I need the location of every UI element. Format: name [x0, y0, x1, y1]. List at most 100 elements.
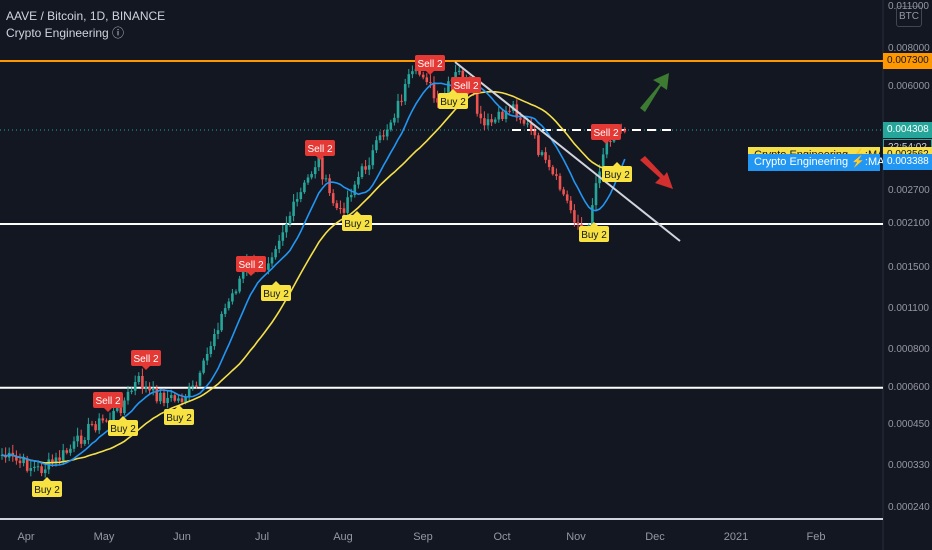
buy-signal-badge: Buy 2 — [108, 416, 138, 436]
symbol-title[interactable]: AAVE / Bitcoin, 1D, BINANCE — [6, 9, 166, 23]
buy-signal-badge: Buy 2 — [261, 281, 291, 301]
candle-body — [238, 278, 241, 292]
signal-label: Buy 2 — [440, 97, 466, 108]
candle-body — [605, 141, 609, 155]
ma20-value-tag: 0.003388 — [883, 154, 932, 171]
candle-body — [299, 192, 303, 200]
signal-badge-bg — [438, 93, 468, 109]
candle-body — [526, 123, 529, 125]
y-tick-label: 0.000800 — [888, 344, 930, 356]
candle-body — [76, 435, 79, 442]
signal-label: Sell 2 — [307, 144, 332, 155]
candle-body — [306, 177, 310, 183]
ma20-legend: Crypto Engineering ⚡:MA20 — [748, 154, 897, 172]
candle-body — [576, 222, 580, 225]
candle-body — [205, 354, 209, 361]
candle-body — [479, 113, 483, 119]
sell-signal-badge: Sell 2 — [415, 55, 445, 75]
candle-body — [328, 178, 331, 194]
candle-body — [544, 152, 547, 160]
x-tick-label: Feb — [806, 531, 826, 543]
candle-body — [475, 93, 479, 114]
x-tick-label: Jul — [254, 531, 270, 543]
candle-body — [411, 71, 414, 75]
candle-body — [227, 301, 231, 309]
candle-body — [490, 119, 493, 123]
candle-body — [353, 184, 357, 196]
signal-badge-bg — [236, 256, 266, 272]
candle-body — [371, 150, 375, 166]
candle-body — [533, 130, 537, 136]
candle-body — [43, 469, 47, 474]
candle-body — [187, 387, 191, 398]
candles-group — [0, 64, 627, 478]
candle-body — [555, 174, 558, 176]
candle-body — [378, 135, 382, 141]
y-tick-label: 0.008000 — [888, 43, 930, 54]
signal-label: Buy 2 — [34, 485, 60, 496]
y-tick-label: 0.001500 — [888, 261, 930, 273]
buy-signal-badge: Buy 2 — [438, 89, 468, 109]
candle-body — [126, 391, 130, 401]
candle-body — [151, 388, 155, 391]
signal-pointer — [272, 281, 280, 285]
candle-body — [115, 405, 119, 411]
sell-signal-badge: Sell 2 — [305, 140, 335, 160]
candle-body — [119, 405, 123, 414]
candle-body — [483, 118, 486, 126]
down-arrow-icon — [640, 156, 673, 189]
x-tick-label: Aug — [333, 531, 353, 543]
candle-body — [547, 159, 551, 168]
candle-body — [123, 400, 126, 414]
signal-badge-bg — [93, 392, 123, 408]
candle-body — [504, 110, 508, 119]
signal-badge-bg — [591, 124, 621, 140]
signal-pointer — [119, 416, 127, 420]
candle-body — [288, 215, 292, 225]
signal-pointer — [316, 156, 324, 160]
candle-body — [619, 129, 623, 131]
candle-body — [486, 119, 490, 126]
candle-body — [565, 194, 569, 201]
currency-label[interactable]: BTC — [896, 6, 922, 27]
candle-body — [447, 81, 450, 95]
y-tick-label: 0.000330 — [888, 460, 930, 471]
candle-body — [33, 466, 36, 469]
candle-body — [389, 122, 393, 130]
candle-body — [310, 174, 313, 178]
candle-body — [429, 82, 432, 84]
candle-body — [601, 154, 605, 172]
candle-body — [234, 291, 238, 294]
sell-signal-badge: Sell 2 — [591, 124, 621, 144]
candle-body — [461, 70, 465, 83]
indicator-title[interactable]: Crypto Engineering ⓘ — [6, 26, 125, 40]
candle-body — [396, 100, 400, 118]
candle-body — [65, 450, 69, 453]
x-tick-label: 2021 — [723, 531, 749, 543]
signal-label: Sell 2 — [133, 354, 158, 365]
candle-body — [101, 418, 105, 421]
candle-body — [346, 197, 349, 213]
signal-label: Sell 2 — [593, 128, 618, 139]
candle-body — [177, 398, 180, 401]
candle-body — [11, 452, 15, 457]
signal-pointer — [449, 89, 457, 93]
chart-legend: AAVE / Bitcoin, 1D, BINANCE Crypto Engin… — [6, 8, 165, 42]
candle-body — [292, 201, 295, 216]
candle-body — [529, 123, 533, 131]
candle-body — [220, 313, 223, 331]
x-tick-label: Oct — [493, 531, 511, 543]
candle-body — [18, 460, 22, 464]
candle-body — [180, 398, 184, 402]
candle-body — [61, 450, 65, 461]
candle-body — [133, 382, 137, 391]
candle-body — [331, 193, 335, 204]
signal-label: Buy 2 — [581, 230, 607, 241]
signal-label: Buy 2 — [166, 413, 192, 424]
candle-body — [421, 74, 425, 78]
candle-body — [335, 203, 339, 209]
x-tick-label: Dec — [645, 531, 665, 543]
signal-badge-bg — [342, 215, 372, 231]
